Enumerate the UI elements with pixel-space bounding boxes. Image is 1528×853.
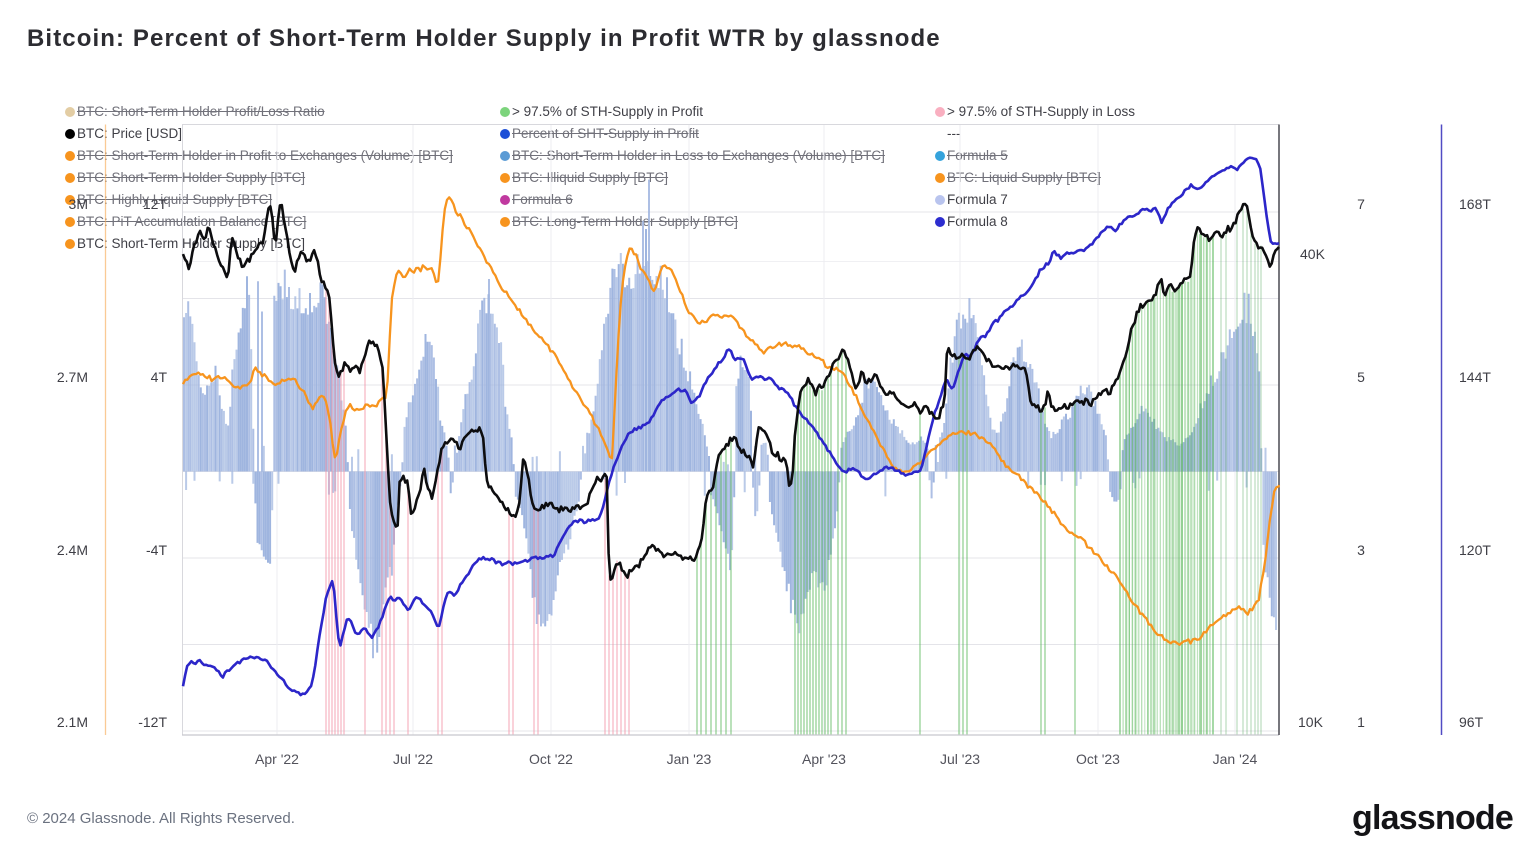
svg-text:Apr '22: Apr '22 bbox=[255, 751, 299, 767]
svg-text:Jan '24: Jan '24 bbox=[1213, 751, 1258, 767]
svg-text:Oct '23: Oct '23 bbox=[1076, 751, 1120, 767]
svg-text:168T: 168T bbox=[1459, 196, 1491, 212]
svg-text:40K: 40K bbox=[1300, 246, 1326, 262]
svg-text:Jan '23: Jan '23 bbox=[667, 751, 712, 767]
svg-text:1: 1 bbox=[1357, 714, 1365, 730]
svg-text:2.4M: 2.4M bbox=[57, 542, 88, 558]
svg-text:-12T: -12T bbox=[138, 714, 167, 730]
svg-text:Oct '22: Oct '22 bbox=[529, 751, 573, 767]
svg-text:10K: 10K bbox=[1298, 714, 1324, 730]
svg-text:Jul '22: Jul '22 bbox=[393, 751, 433, 767]
svg-text:Apr '23: Apr '23 bbox=[802, 751, 846, 767]
svg-text:7: 7 bbox=[1357, 196, 1365, 212]
svg-text:4T: 4T bbox=[151, 369, 168, 385]
svg-text:144T: 144T bbox=[1459, 369, 1491, 385]
svg-text:-4T: -4T bbox=[146, 542, 167, 558]
svg-text:2.7M: 2.7M bbox=[57, 369, 88, 385]
svg-text:3M: 3M bbox=[69, 196, 88, 212]
svg-text:96T: 96T bbox=[1459, 714, 1484, 730]
svg-text:Jul '23: Jul '23 bbox=[940, 751, 980, 767]
svg-text:2.1M: 2.1M bbox=[57, 714, 88, 730]
svg-text:5: 5 bbox=[1357, 369, 1365, 385]
svg-text:12T: 12T bbox=[143, 196, 168, 212]
svg-text:120T: 120T bbox=[1459, 542, 1491, 558]
svg-text:3: 3 bbox=[1357, 542, 1365, 558]
